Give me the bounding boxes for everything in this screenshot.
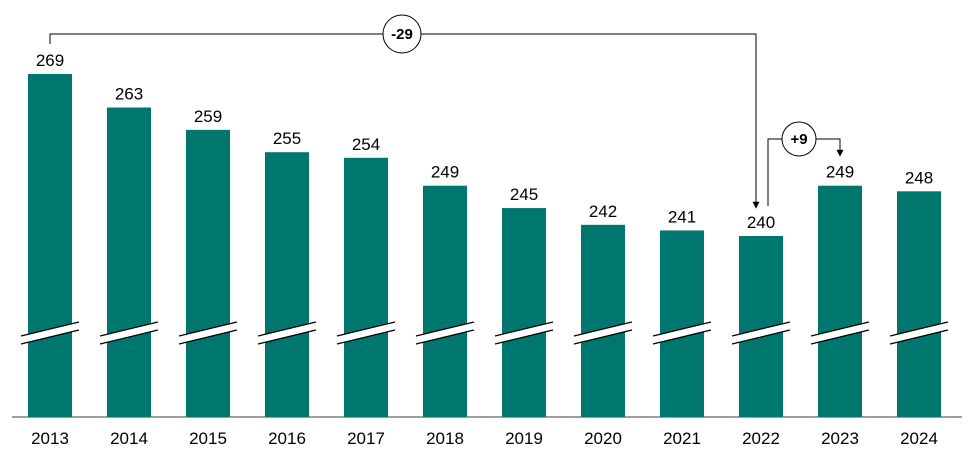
- change-badge-2: [781, 121, 817, 157]
- change-annotation-1: -29: [49, 14, 760, 209]
- bars-layer: [28, 74, 941, 418]
- bar-2021: [660, 230, 704, 417]
- axis-breaks: [20, 321, 949, 345]
- category-label-2021: 2021: [663, 429, 701, 448]
- bar-2020: [581, 224, 625, 417]
- axis-break-2015: [178, 321, 238, 345]
- value-label-2021: 241: [668, 207, 696, 226]
- value-label-2015: 259: [194, 107, 222, 126]
- bar-2023: [818, 185, 862, 417]
- category-label-2018: 2018: [426, 429, 464, 448]
- bar-2014: [107, 107, 151, 417]
- bar-2016: [265, 152, 309, 417]
- category-label-2017: 2017: [347, 429, 385, 448]
- value-label-2024: 248: [905, 168, 933, 187]
- category-label-2013: 2013: [31, 429, 69, 448]
- axis-break-2021: [652, 321, 712, 345]
- value-labels: 269 263 259 255 254 249 245 242 241 240 249 248: [36, 51, 933, 232]
- axis-break-2019: [494, 321, 554, 345]
- axis-break-2023: [810, 321, 870, 345]
- bar-2019: [502, 208, 546, 417]
- change-label-2: +9: [790, 131, 807, 148]
- value-label-2016: 255: [273, 129, 301, 148]
- axis-break-2022: [731, 321, 791, 345]
- value-label-2019: 245: [510, 185, 538, 204]
- bar-2013: [28, 74, 72, 417]
- axis-break-2024: [889, 321, 949, 345]
- bar-2018: [423, 185, 467, 417]
- bar-2024: [897, 191, 941, 417]
- value-label-2022: 240: [747, 213, 775, 232]
- annotations: -29 +9: [49, 14, 844, 209]
- category-label-2023: 2023: [821, 429, 859, 448]
- change-badge-1: [382, 14, 422, 54]
- axis-break-2018: [415, 321, 475, 345]
- axis-break-2017: [336, 321, 396, 345]
- category-label-2024: 2024: [900, 429, 938, 448]
- value-label-2023: 249: [826, 163, 854, 182]
- change-label-1: -29: [391, 26, 413, 43]
- axis-break-2020: [573, 321, 633, 345]
- axis-break-2014: [99, 321, 159, 345]
- value-label-2018: 249: [431, 163, 459, 182]
- category-label-2014: 2014: [110, 429, 148, 448]
- change-annotation-2: +9: [767, 121, 844, 206]
- value-label-2017: 254: [352, 135, 380, 154]
- value-label-2014: 263: [115, 85, 143, 104]
- category-label-2022: 2022: [742, 429, 780, 448]
- category-labels: 2013 2014 2015 2016 2017 2018 2019 2020 2021 2022…: [31, 429, 938, 448]
- value-label-2013: 269: [36, 51, 64, 70]
- category-label-2019: 2019: [505, 429, 543, 448]
- axis-break-2016: [257, 321, 317, 345]
- value-label-2020: 242: [589, 202, 617, 221]
- category-label-2020: 2020: [584, 429, 622, 448]
- bar-2017: [344, 157, 388, 418]
- axis-break-2013: [20, 321, 80, 345]
- bar-2015: [186, 129, 230, 418]
- category-label-2016: 2016: [268, 429, 306, 448]
- category-label-2015: 2015: [189, 429, 227, 448]
